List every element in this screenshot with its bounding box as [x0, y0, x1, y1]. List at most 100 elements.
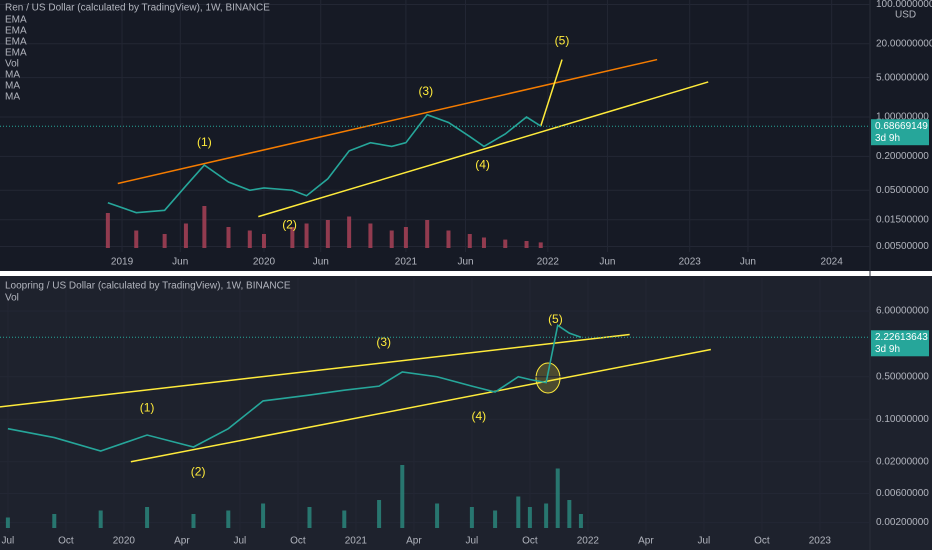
volume-bar — [425, 220, 430, 248]
trendline — [0, 333, 630, 408]
trendline — [258, 81, 709, 218]
y-tick-label: 1.00000000 — [876, 112, 929, 123]
volume-bar — [261, 503, 266, 528]
x-tick-label: 2022 — [537, 257, 560, 268]
trendline — [540, 59, 563, 127]
volume-bar — [389, 230, 394, 248]
x-tick-label: Jul — [1, 536, 14, 547]
wave-label: (2) — [282, 217, 297, 231]
x-tick-label: 2023 — [809, 536, 832, 547]
volume-bar — [247, 230, 252, 248]
separator — [0, 271, 932, 276]
volume-bar — [578, 514, 583, 528]
bottom-panel-bg — [0, 276, 932, 550]
volume-bar — [467, 234, 472, 248]
indicator-label: EMA — [5, 26, 27, 37]
wave-label: (3) — [376, 335, 391, 349]
volume-bar — [516, 496, 521, 528]
countdown: 3d 9h — [875, 133, 900, 144]
y-tick-label: 6.00000000 — [876, 306, 929, 317]
volume-bar — [481, 237, 486, 248]
indicator-label: MA — [5, 92, 20, 103]
volume-bar — [368, 223, 373, 248]
volume-bar — [105, 213, 110, 248]
wave-label: (4) — [475, 157, 490, 171]
x-tick-label: Oct — [754, 536, 770, 547]
volume-bar — [446, 230, 451, 248]
x-tick-label: Jul — [465, 536, 478, 547]
wave-label: (4) — [472, 409, 487, 423]
x-tick-label: 2020 — [113, 536, 136, 547]
volume-bar — [377, 500, 382, 528]
volume-bar — [134, 230, 139, 248]
x-tick-label: Jul — [697, 536, 710, 547]
volume-bar — [493, 510, 498, 528]
highlight-circle — [535, 362, 561, 394]
volume-bar — [469, 507, 474, 528]
x-tick-label: 2019 — [111, 257, 134, 268]
price-line — [107, 113, 542, 214]
x-tick-label: Jul — [233, 536, 246, 547]
volume-bar — [403, 227, 408, 248]
y-tick-label: 20.00000000 — [876, 38, 932, 49]
y-tick-label: 0.00500000 — [876, 241, 929, 252]
indicator-label: MA — [5, 70, 20, 81]
volume-bar — [347, 216, 352, 248]
volume-bar — [226, 227, 231, 248]
y-tick-label: 0.10000000 — [876, 414, 929, 425]
chart-title: Ren / US Dollar (calculated by TradingVi… — [5, 3, 270, 14]
indicator-label: Vol — [5, 59, 19, 70]
volume-bar — [527, 507, 532, 528]
wave-label: (3) — [418, 84, 433, 98]
indicator-label: EMA — [5, 15, 27, 26]
wave-label: (5) — [555, 34, 570, 48]
indicator-label: Vol — [5, 293, 19, 304]
x-tick-label: Jun — [599, 257, 615, 268]
volume-bar — [555, 468, 560, 528]
x-tick-label: Oct — [522, 536, 538, 547]
y-tick-label: 0.05000000 — [876, 185, 929, 196]
volume-bar — [183, 223, 188, 248]
volume-bar — [98, 510, 103, 528]
y-tick-label: 0.01500000 — [876, 214, 929, 225]
y-tick-label: 0.50000000 — [876, 371, 929, 382]
x-tick-label: Apr — [174, 536, 190, 547]
wave-label: (1) — [140, 401, 155, 415]
price-tag-bg — [871, 330, 929, 357]
indicator-label: EMA — [5, 37, 27, 48]
y-tick-label: 0.02000000 — [876, 456, 929, 467]
volume-bar — [307, 507, 312, 528]
volume-bar — [524, 241, 529, 248]
x-tick-label: Jun — [457, 257, 473, 268]
chart-title: Loopring / US Dollar (calculated by Trad… — [5, 281, 291, 292]
volume-bar — [261, 234, 266, 248]
x-tick-label: Apr — [638, 536, 654, 547]
indicator-label: EMA — [5, 48, 27, 59]
indicator-label: MA — [5, 81, 20, 92]
price-tag: 0.68669149 — [875, 121, 928, 132]
x-tick-label: 2023 — [679, 257, 702, 268]
volume-bar — [290, 227, 295, 248]
price-line — [7, 323, 582, 452]
volume-bar — [52, 514, 57, 528]
x-tick-label: Jun — [740, 257, 756, 268]
x-tick-label: 2021 — [395, 257, 418, 268]
y-tick-label: 0.20000000 — [876, 151, 929, 162]
countdown: 3d 9h — [875, 344, 900, 355]
x-tick-label: 2020 — [253, 257, 276, 268]
volume-bar — [162, 234, 167, 248]
volume-bar — [503, 239, 508, 248]
volume-bar — [400, 465, 405, 528]
x-tick-label: 2021 — [345, 536, 368, 547]
volume-bar — [191, 514, 196, 528]
volume-bar — [538, 242, 543, 248]
wave-label: (5) — [548, 312, 563, 326]
x-tick-label: Oct — [58, 536, 74, 547]
volume-bar — [435, 503, 440, 528]
y-tick-label: 0.00600000 — [876, 488, 929, 499]
x-tick-label: 2024 — [821, 257, 844, 268]
volume-bar — [226, 510, 231, 528]
wave-label: (2) — [191, 464, 206, 478]
wave-label: (1) — [197, 135, 212, 149]
